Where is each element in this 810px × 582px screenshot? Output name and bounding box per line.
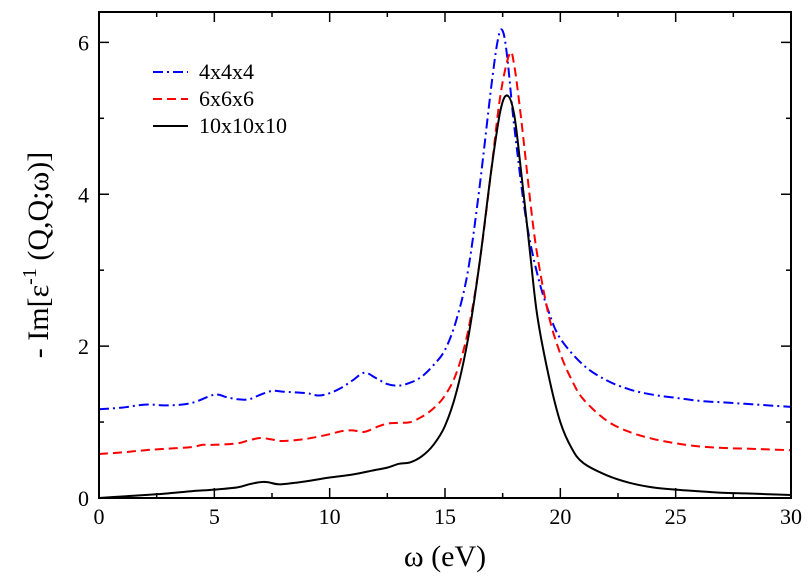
x-tick-label: 15: [434, 504, 456, 529]
y-tick-label: 6: [78, 30, 89, 55]
series-line-10x10x10: [99, 94, 791, 498]
y-axis-title: - Im[ε-1 (Q,Q;ω)]: [19, 152, 55, 358]
legend-label: 4x4x4: [199, 59, 254, 84]
y-tick-label: 0: [78, 486, 89, 511]
x-axis-title: ω (eV): [404, 540, 486, 573]
series-layer: [99, 28, 791, 498]
series-line-4x4x4: [99, 28, 791, 411]
x-tick-label: 20: [549, 504, 571, 529]
y-tick-label: 4: [78, 182, 89, 207]
y-tick-label: 2: [78, 334, 89, 359]
series-line-6x6x6: [99, 50, 791, 455]
legend-label: 6x6x6: [199, 86, 254, 111]
x-tick-label: 0: [94, 504, 105, 529]
x-tick-label: 30: [780, 504, 802, 529]
legend-label: 10x10x10: [199, 113, 287, 138]
x-tick-label: 10: [319, 504, 341, 529]
x-tick-label: 25: [665, 504, 687, 529]
x-tick-label: 5: [209, 504, 220, 529]
ticks-layer: 0 5 10 15 20 25 30 0 2 4 6: [78, 12, 802, 529]
